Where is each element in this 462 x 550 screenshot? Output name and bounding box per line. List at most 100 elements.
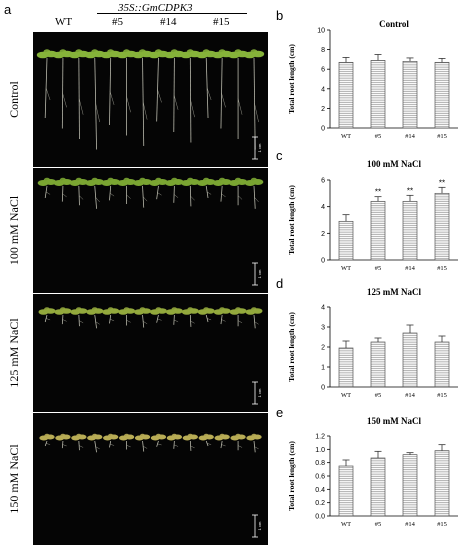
- photo-panel-3: 1 cm 125 mM NaCl: [7, 294, 268, 412]
- seedling: [53, 177, 73, 202]
- seedling: [180, 49, 201, 143]
- seedling: [54, 307, 72, 325]
- photo-panel-2: 1 cm 100 mM NaCl: [7, 168, 268, 293]
- seedling: [228, 177, 248, 206]
- seedling: [101, 177, 121, 201]
- bar-d-0: [338, 347, 354, 388]
- panel-letter-c: c: [276, 148, 283, 163]
- scale-bar-label: 1 cm: [257, 143, 262, 152]
- chart-title: 125 mM NaCl: [367, 287, 421, 297]
- panel-letter-e: e: [276, 405, 283, 420]
- x-tick-label: WT: [341, 521, 351, 528]
- chart-e: e 150 mM NaCl Total root length (cm) 0.0 0.2…: [276, 405, 458, 528]
- row-label: 100 mM NaCl: [7, 195, 21, 265]
- panel-letter-a: a: [4, 2, 12, 17]
- seedling: [214, 433, 230, 449]
- seedling: [197, 307, 215, 323]
- scale-bar: 1 cm: [252, 381, 262, 405]
- significance-mark: **: [375, 188, 381, 197]
- genotype-header: 35S::GmCDPK3: [118, 2, 193, 14]
- x-tick-label: #14: [405, 133, 416, 140]
- chart-d: d 125 mM NaCl Total root length (cm) 0 1 2 3 4 W…: [276, 276, 458, 399]
- y-tick-label: 4: [321, 86, 325, 93]
- seedling: [149, 307, 167, 323]
- bar-b-0: [338, 61, 354, 129]
- seedling: [134, 307, 152, 328]
- seedling: [87, 433, 103, 453]
- bar-c-0: [338, 220, 354, 261]
- seedling: [245, 307, 263, 329]
- y-tick-label: 4: [321, 204, 325, 211]
- row-label: 150 mM NaCl: [7, 444, 21, 514]
- y-tick-label: 0.6: [315, 474, 325, 481]
- seedling: [196, 49, 217, 119]
- seedling: [118, 433, 135, 450]
- x-tick-label: #15: [437, 521, 447, 528]
- column-label-14: #14: [160, 16, 177, 28]
- y-tick-label: 1: [321, 365, 325, 372]
- seedling: [70, 307, 88, 327]
- x-tick-label: #15: [437, 133, 447, 140]
- seedling: [55, 433, 71, 449]
- seedling: [149, 177, 168, 200]
- seedling: [117, 177, 136, 204]
- bar-e-2: [402, 454, 418, 517]
- y-tick-label: 0.0: [315, 514, 325, 521]
- bar-e-0: [338, 465, 354, 517]
- seedling: [227, 49, 249, 139]
- seedling: [116, 49, 137, 136]
- row-label: Control: [7, 81, 21, 118]
- seedling: [246, 433, 262, 453]
- x-tick-label: WT: [341, 265, 351, 272]
- seedling: [85, 177, 105, 209]
- y-tick-label: 8: [321, 47, 325, 54]
- bar-b-3: [434, 61, 450, 129]
- chart-c: c 100 mM NaCl Total root length (cm) 0 2 4 6 WT…: [276, 148, 458, 272]
- scale-bar-label: 1 cm: [257, 521, 262, 530]
- y-axis-label: Total root length (cm): [287, 185, 296, 255]
- panel-letter-b: b: [276, 8, 283, 23]
- seedling: [39, 433, 55, 447]
- seedling: [102, 307, 120, 324]
- seedling: [69, 177, 89, 206]
- column-label-5: #5: [112, 16, 123, 28]
- y-tick-label: 1.2: [315, 434, 325, 441]
- seedling: [68, 49, 90, 140]
- seedling: [196, 177, 216, 199]
- column-label-wt: WT: [55, 16, 73, 28]
- bar-b-1: [370, 60, 386, 129]
- x-tick-label: #14: [405, 521, 416, 528]
- x-tick-label: WT: [341, 133, 351, 140]
- scale-bar: 1 cm: [252, 514, 262, 538]
- seedling: [198, 433, 214, 447]
- y-tick-label: 6: [321, 67, 325, 74]
- y-tick-label: 1.0: [315, 447, 325, 454]
- significance-mark: **: [439, 178, 445, 187]
- chart-title: 150 mM NaCl: [367, 416, 421, 426]
- y-tick-label: 0.2: [315, 500, 325, 507]
- seedling: [37, 177, 57, 199]
- photo-panel-1: 1 cm Control: [7, 32, 268, 167]
- seedling: [36, 49, 58, 119]
- bar-c-1: [370, 200, 386, 261]
- y-tick-label: 3: [321, 325, 325, 332]
- y-tick-label: 6: [321, 178, 325, 185]
- seedling: [182, 433, 198, 451]
- x-tick-label: #15: [437, 392, 447, 399]
- y-tick-label: 0.4: [315, 487, 325, 494]
- scale-bar-label: 1 cm: [257, 269, 262, 278]
- seedling: [166, 433, 183, 449]
- y-axis-label: Total root length (cm): [287, 441, 296, 511]
- column-label-15: #15: [213, 16, 230, 28]
- seedling: [103, 433, 119, 448]
- y-tick-label: 2: [321, 231, 325, 238]
- significance-mark: **: [407, 186, 413, 195]
- photo-panel-4: 1 cm 150 mM NaCl: [7, 413, 268, 545]
- x-tick-label: #14: [405, 392, 416, 399]
- y-tick-label: 2: [321, 106, 325, 113]
- y-tick-label: 0.8: [315, 460, 325, 467]
- bar-e-1: [370, 457, 386, 517]
- seedling: [164, 49, 185, 133]
- seedling: [134, 433, 151, 452]
